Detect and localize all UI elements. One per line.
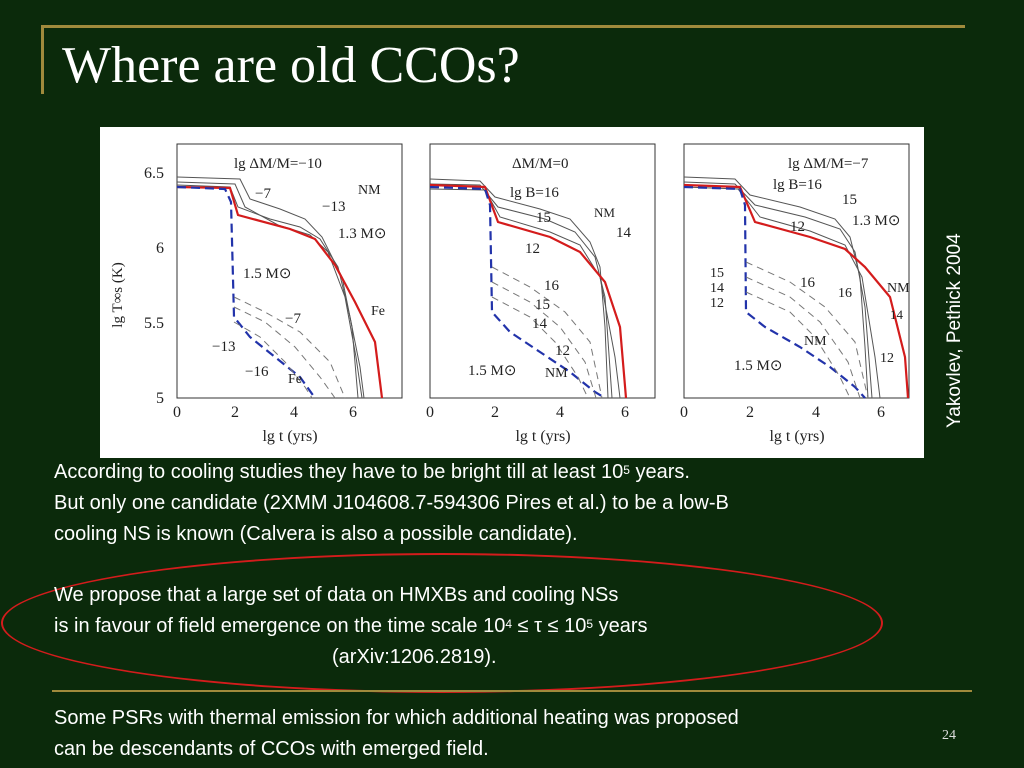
x-axis-label: lg t (yrs) bbox=[262, 428, 317, 445]
x-axis-label: lg t (yrs) bbox=[769, 428, 824, 445]
panel-label: ΔM/M=0 bbox=[512, 156, 568, 172]
panel-label: 12 bbox=[880, 351, 894, 366]
cooling-curves-svg: lg T∞s (K) 6.5 6 5.5 5 lg ΔM/M=−10 −7 NM… bbox=[110, 143, 910, 445]
x-tick-label: 6 bbox=[349, 404, 357, 421]
paragraph-line: cooling NS is known (Calvera is also a p… bbox=[54, 523, 578, 545]
paragraph-cooling: According to cooling studies they have t… bbox=[54, 457, 729, 550]
panel-label: 16 bbox=[838, 286, 852, 301]
panel-label: NM bbox=[594, 205, 615, 220]
y-tick-label: 6 bbox=[156, 240, 164, 257]
x-tick-label: 2 bbox=[491, 404, 499, 421]
panel-label: 12 bbox=[555, 343, 570, 359]
panel-label: NM bbox=[887, 281, 910, 296]
frame-left-line bbox=[41, 28, 44, 94]
cooling-curves-figure: lg T∞s (K) 6.5 6 5.5 5 lg ΔM/M=−10 −7 NM… bbox=[100, 127, 924, 458]
panel-label: 15 bbox=[710, 266, 724, 281]
panel-label: lg B=16 bbox=[773, 177, 822, 193]
y-axis-label: lg T∞s (K) bbox=[110, 262, 126, 327]
x-tick-label: 6 bbox=[877, 404, 885, 421]
x-tick-label: 6 bbox=[621, 404, 629, 421]
panel-label: −13 bbox=[212, 339, 235, 355]
panel-label: −7 bbox=[285, 311, 301, 327]
panel-label: 14 bbox=[890, 307, 904, 322]
panel-label: lg B=16 bbox=[510, 185, 559, 201]
panel-label: 12 bbox=[525, 241, 540, 257]
panel-3: lg ΔM/M=−7 lg B=16 15 12 1.3 M⊙ 15 14 12… bbox=[680, 143, 910, 445]
x-tick-label: 0 bbox=[426, 404, 434, 421]
panel-label: 15 bbox=[535, 297, 550, 313]
panel-label: 16 bbox=[544, 278, 560, 294]
x-tick-label: 4 bbox=[290, 404, 298, 421]
panel-label: NM bbox=[545, 366, 568, 381]
panel-label: 12 bbox=[710, 296, 724, 311]
highlight-ellipse bbox=[1, 553, 883, 693]
panel-label: lg ΔM/M=−10 bbox=[234, 156, 322, 172]
panel-label: 15 bbox=[842, 192, 857, 208]
paragraph-psrs: Some PSRs with thermal emission for whic… bbox=[54, 703, 739, 765]
panel-label: 15 bbox=[536, 210, 551, 226]
panel-label: 1.3 M⊙ bbox=[852, 213, 900, 229]
panel-label: Fe bbox=[288, 372, 302, 387]
panel-label: 1.3 M⊙ bbox=[338, 226, 386, 242]
panel-label: 12 bbox=[790, 219, 805, 235]
panel-label: 1.5 M⊙ bbox=[243, 266, 291, 282]
paragraph-line: Some PSRs with thermal emission for whic… bbox=[54, 707, 739, 729]
panel-label: NM bbox=[358, 183, 381, 198]
panel-label: 16 bbox=[800, 275, 816, 291]
frame-top-line bbox=[41, 25, 965, 28]
paragraph-line: is in favour of field emergence on the t… bbox=[54, 615, 648, 637]
panel-1: lg ΔM/M=−10 −7 NM −13 1.3 M⊙ 1.5 M⊙ Fe −… bbox=[173, 143, 403, 445]
panel-label: −16 bbox=[245, 364, 269, 380]
panel-label: 1.5 M⊙ bbox=[468, 363, 516, 379]
panel-label: 14 bbox=[616, 225, 632, 241]
x-tick-label: 2 bbox=[231, 404, 239, 421]
paragraph-proposal: We propose that a large set of data on H… bbox=[54, 580, 648, 673]
paragraph-line: We propose that a large set of data on H… bbox=[54, 584, 619, 606]
paragraph-line: can be descendants of CCOs with emerged … bbox=[54, 738, 489, 760]
figure-credit: Yakovlev, Pethick 2004 bbox=[944, 233, 965, 428]
paragraph-line: (arXiv:1206.2819). bbox=[332, 646, 497, 668]
panel-label: lg ΔM/M=−7 bbox=[788, 156, 869, 172]
x-tick-label: 0 bbox=[173, 404, 181, 421]
y-tick-label: 5 bbox=[156, 390, 164, 407]
paragraph-line: But only one candidate (2XMM J104608.7-5… bbox=[54, 492, 729, 514]
x-axis-label: lg t (yrs) bbox=[515, 428, 570, 445]
x-tick-label: 4 bbox=[556, 404, 564, 421]
page-number: 24 bbox=[942, 728, 956, 743]
panel-label: 14 bbox=[532, 316, 548, 332]
panel-label: −13 bbox=[322, 199, 345, 215]
y-tick-label: 6.5 bbox=[144, 165, 164, 182]
x-tick-label: 2 bbox=[746, 404, 754, 421]
panel-label: −7 bbox=[255, 186, 271, 202]
panel-2: ΔM/M=0 lg B=16 15 NM 14 12 16 15 14 12 1… bbox=[426, 143, 656, 445]
x-tick-label: 4 bbox=[812, 404, 820, 421]
divider-line bbox=[52, 690, 972, 692]
panel-label: Fe bbox=[371, 304, 385, 319]
x-tick-label: 0 bbox=[680, 404, 688, 421]
paragraph-line: According to cooling studies they have t… bbox=[54, 461, 690, 483]
slide-title: Where are old CCOs? bbox=[62, 37, 520, 94]
panel-label: 1.5 M⊙ bbox=[734, 358, 782, 374]
panel-label: 14 bbox=[710, 281, 724, 296]
panel-label: NM bbox=[804, 334, 827, 349]
y-tick-label: 5.5 bbox=[144, 315, 164, 332]
